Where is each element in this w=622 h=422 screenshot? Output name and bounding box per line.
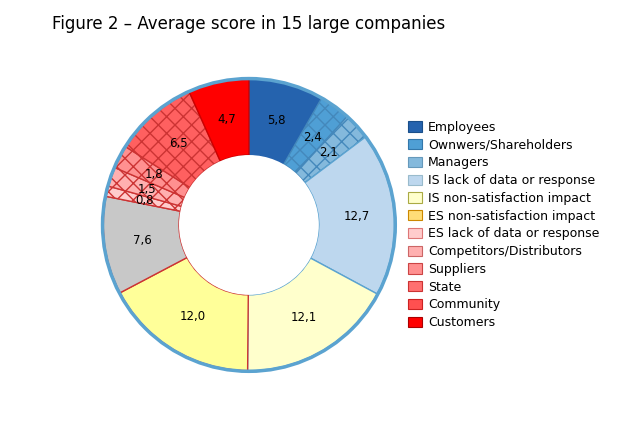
Wedge shape — [120, 257, 248, 371]
Text: 1,8: 1,8 — [144, 168, 163, 181]
Text: 12,7: 12,7 — [343, 210, 369, 223]
Text: 6,5: 6,5 — [169, 137, 188, 150]
Wedge shape — [249, 79, 322, 164]
Wedge shape — [305, 137, 394, 294]
Wedge shape — [108, 168, 185, 206]
Wedge shape — [189, 79, 249, 161]
Wedge shape — [103, 196, 187, 293]
Wedge shape — [248, 258, 377, 371]
Text: 4,7: 4,7 — [217, 113, 236, 126]
Wedge shape — [106, 186, 182, 211]
Legend: Employees, Ownwers/Shareholders, Managers, IS lack of data or response, IS non-s: Employees, Ownwers/Shareholders, Manager… — [408, 121, 600, 329]
Text: 7,6: 7,6 — [133, 234, 152, 247]
Title: Figure 2 – Average score in 15 large companies: Figure 2 – Average score in 15 large com… — [52, 15, 445, 33]
Text: 12,0: 12,0 — [180, 311, 206, 324]
Text: 2,1: 2,1 — [319, 146, 338, 159]
Text: 0,8: 0,8 — [135, 194, 153, 206]
Wedge shape — [284, 99, 346, 173]
Wedge shape — [115, 147, 190, 197]
Circle shape — [179, 155, 319, 295]
Text: 1,5: 1,5 — [138, 183, 157, 196]
Text: 12,1: 12,1 — [290, 311, 317, 324]
Text: 5,8: 5,8 — [267, 114, 286, 127]
Wedge shape — [126, 92, 220, 187]
Text: 2,4: 2,4 — [303, 131, 322, 144]
Wedge shape — [296, 117, 365, 183]
